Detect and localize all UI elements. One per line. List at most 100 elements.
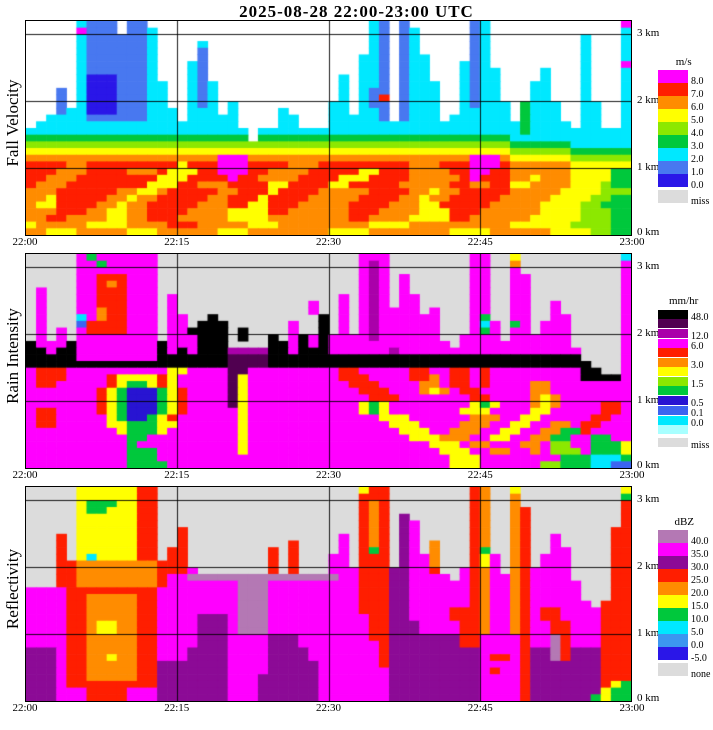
panel-rain-intensity: Rain Intensity 22:00 22:15 22:30 22:45 23:00… [0, 253, 713, 486]
legend-swatch [658, 416, 688, 425]
legend-swatch [658, 425, 688, 434]
legend-entry: 25.0 [658, 569, 710, 586]
x-axis-fall-velocity: 22:00 22:15 22:30 22:45 23:00 [12, 236, 644, 251]
legend-value: 6.0 [691, 341, 704, 352]
legend-value: 35.0 [691, 549, 709, 560]
legend-swatch [658, 190, 688, 203]
legend-value: miss [691, 440, 710, 451]
legend-title: dBZ [674, 516, 694, 528]
legend-entry: 0.1 [658, 405, 709, 419]
page-title: 2025-08-28 22:00-23:00 UTC [239, 2, 474, 21]
legend-swatch [658, 174, 688, 187]
x-tick-label: 22:15 [164, 469, 190, 481]
legend-entry: miss [658, 437, 709, 451]
gutter-reflectivity: 0 km 1 km 2 km 3 km dBZ 40.0 35.0 30.0 25.0 20.0… [632, 486, 713, 719]
legend-entry: 0.0 [658, 415, 709, 429]
legend-value: 0.0 [691, 180, 704, 191]
legend-value: 12.0 [691, 331, 709, 342]
x-tick-label: 22:15 [164, 702, 190, 714]
y-tick-label: 0 km [637, 226, 660, 238]
x-tick-label: 22:45 [467, 236, 493, 248]
y-tick-label: 1 km [637, 627, 660, 639]
legend-swatch [658, 663, 688, 676]
legend-value: 0.5 [691, 398, 704, 409]
legend-swatch [658, 608, 688, 621]
x-tick-label: 22:45 [467, 469, 493, 481]
y-tick-label: 1 km [637, 394, 660, 406]
legend-value: 30.0 [691, 562, 709, 573]
legend-entry: 6.0 [658, 96, 709, 113]
legend-entry: 0.0 [658, 634, 710, 651]
legend-swatch [658, 634, 688, 647]
legend-value: 2.0 [691, 154, 704, 165]
x-tick-label: 22:30 [315, 469, 342, 481]
legend-entry [658, 348, 709, 357]
y-tick-label: 0 km [637, 692, 660, 704]
legend-entry: 0.0 [658, 174, 709, 191]
x-tick-label: 22:00 [12, 702, 38, 714]
legend-swatch [658, 377, 688, 386]
legend-entry: 20.0 [658, 582, 710, 599]
legend-entry: 5.0 [658, 621, 710, 638]
y-tick-label: 0 km [637, 459, 660, 471]
legend-value: 40.0 [691, 536, 709, 547]
legend-entry: 3.0 [658, 135, 709, 152]
legend-value: 48.0 [691, 312, 709, 323]
gutter-rain-intensity: 0 km 1 km 2 km 3 km mm/hr 48.0 12.0 6.0 3.0 1.5 0… [632, 253, 713, 486]
legend-swatch [658, 595, 688, 608]
legend-swatch [658, 530, 688, 543]
legend-entry: 2.0 [658, 148, 709, 165]
legend-value: 1.0 [691, 167, 704, 178]
legend-entry: 35.0 [658, 543, 710, 560]
legend-swatch [658, 96, 688, 109]
heatmap-fall-velocity [26, 21, 631, 235]
legend-entry: 7.0 [658, 83, 709, 100]
legend-swatch [658, 358, 688, 367]
legend-swatch [658, 647, 688, 660]
x-tick-label: 22:00 [12, 469, 38, 481]
legend-value: 25.0 [691, 575, 709, 586]
legend-entry: 0.5 [658, 395, 709, 409]
legend-entry: 10.0 [658, 608, 710, 625]
legend-entry: miss [658, 190, 709, 207]
legend-value: 6.0 [691, 102, 704, 113]
legend-swatch [658, 135, 688, 148]
legend-swatch [658, 109, 688, 122]
legend-swatch [658, 339, 688, 348]
plotbox-fall-velocity [25, 20, 632, 236]
legend-entry [658, 367, 709, 376]
x-tick-label: 22:00 [12, 236, 38, 248]
legend-swatch [658, 329, 688, 338]
legend-swatch [658, 396, 688, 405]
legend-entry: 1.0 [658, 161, 709, 178]
legend-value: 7.0 [691, 89, 704, 100]
y-tick-label: 3 km [637, 27, 660, 39]
legend-entry [658, 425, 709, 434]
legend-entry: 48.0 [658, 309, 709, 323]
legend-title: mm/hr [669, 295, 699, 307]
legend-entry: 12.0 [658, 328, 709, 342]
x-tick-label: 23:00 [619, 469, 645, 481]
legend-swatch [658, 70, 688, 83]
legend-value: -5.0 [691, 653, 707, 664]
x-tick-label: 23:00 [619, 236, 645, 248]
x-axis-reflectivity: 22:00 22:15 22:30 22:45 23:00 [12, 702, 644, 717]
y-tick-label: 2 km [637, 327, 660, 339]
x-tick-label: 23:00 [619, 702, 645, 714]
plotbox-rain-intensity [25, 253, 632, 469]
legend-reflectivity: dBZ 40.0 35.0 30.0 25.0 20.0 15.0 10.0 5.0 0.0 -5.… [658, 516, 710, 680]
legend-swatch [658, 122, 688, 135]
legend-swatch [658, 319, 688, 328]
legend-value: 0.1 [691, 408, 704, 419]
legend-value: 1.5 [691, 379, 704, 390]
x-axis-rain-intensity: 22:00 22:15 22:30 22:45 23:00 [12, 469, 644, 484]
y-tick-label: 2 km [637, 560, 660, 572]
panel-fall-velocity: Fall Velocity 22:00 22:15 22:30 22:45 23:00 … [0, 20, 713, 253]
legend-value: 20.0 [691, 588, 709, 599]
legend-value: 3.0 [691, 360, 704, 371]
legend-swatch [658, 386, 688, 395]
legend-entry: 40.0 [658, 530, 710, 547]
legend-swatch [658, 569, 688, 582]
legend-value: 8.0 [691, 76, 704, 87]
x-tick-label: 22:15 [164, 236, 190, 248]
